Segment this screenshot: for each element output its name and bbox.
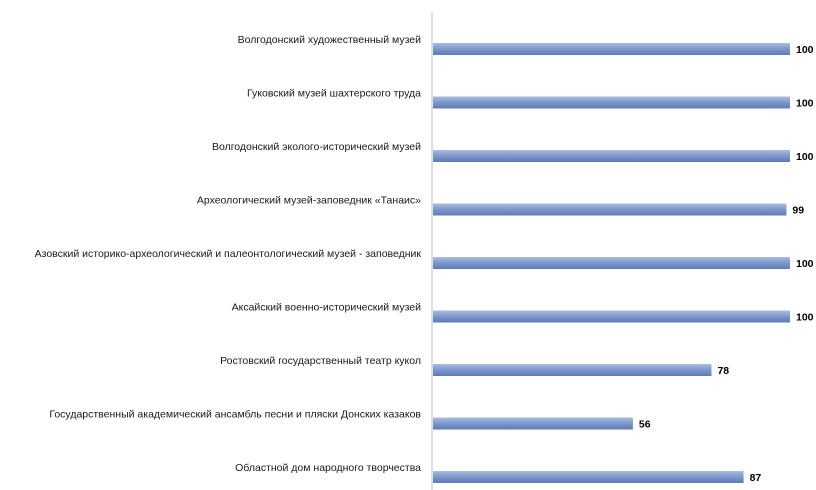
bar bbox=[433, 471, 744, 483]
bar bbox=[433, 203, 787, 216]
value-label: 100 bbox=[796, 258, 814, 270]
value-label: 100 bbox=[796, 44, 814, 56]
value-label: 78 bbox=[717, 365, 729, 377]
category-label: Археологический музей-заповедник «Танаис… bbox=[197, 195, 421, 207]
bar bbox=[433, 364, 712, 376]
bar bbox=[433, 150, 790, 162]
value-label: 100 bbox=[796, 151, 814, 163]
category-label: Гуковский музей шахтерского труда bbox=[247, 88, 421, 100]
category-label: Аксайский военно-исторический музей bbox=[232, 302, 422, 314]
value-label: 87 bbox=[750, 472, 762, 484]
category-label: Волгодонский художественный музей bbox=[238, 34, 421, 46]
bar bbox=[433, 43, 790, 55]
value-label: 56 bbox=[639, 419, 651, 431]
category-label: Государственный академический ансамбль п… bbox=[49, 409, 421, 421]
plot-area: Волгодонский художественный музей 100 Гуко… bbox=[35, 34, 814, 484]
category-label: Областной дом народного творчества bbox=[235, 462, 421, 474]
bar bbox=[433, 257, 790, 269]
category-label: Волгодонский эколого-исторический музей bbox=[212, 141, 421, 153]
bar bbox=[433, 310, 790, 323]
bar bbox=[433, 96, 790, 109]
value-label: 99 bbox=[792, 205, 804, 217]
value-label: 100 bbox=[796, 98, 814, 110]
bar bbox=[433, 417, 633, 430]
category-label: Ростовский государственный театр кукол bbox=[220, 355, 421, 367]
category-label: Азовский историко-археологический и пале… bbox=[35, 248, 422, 260]
value-label: 100 bbox=[796, 312, 814, 324]
